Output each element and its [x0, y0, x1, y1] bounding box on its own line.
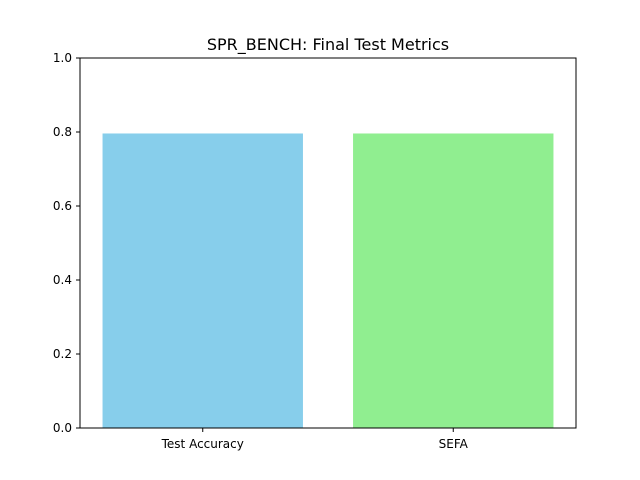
x-tick-label: Test Accuracy	[161, 437, 244, 451]
x-axis: Test Accuracy SEFA	[161, 428, 469, 451]
y-tick-label: 0.2	[53, 347, 72, 361]
y-tick-label: 0.8	[53, 125, 72, 139]
y-tick-label: 0.0	[53, 421, 72, 435]
bars-layer	[102, 133, 554, 429]
x-tick-label: SEFA	[439, 437, 469, 451]
y-tick-label: 0.4	[53, 273, 72, 287]
bar-test-accuracy	[102, 133, 303, 429]
bar-sefa	[353, 133, 554, 429]
plot-frame	[79, 57, 577, 429]
y-axis: 0.0 0.2 0.4 0.6 0.8 1.0	[53, 51, 80, 435]
chart-title: SPR_BENCH: Final Test Metrics	[207, 35, 449, 55]
y-tick-label: 1.0	[53, 51, 72, 65]
y-tick-label: 0.6	[53, 199, 72, 213]
